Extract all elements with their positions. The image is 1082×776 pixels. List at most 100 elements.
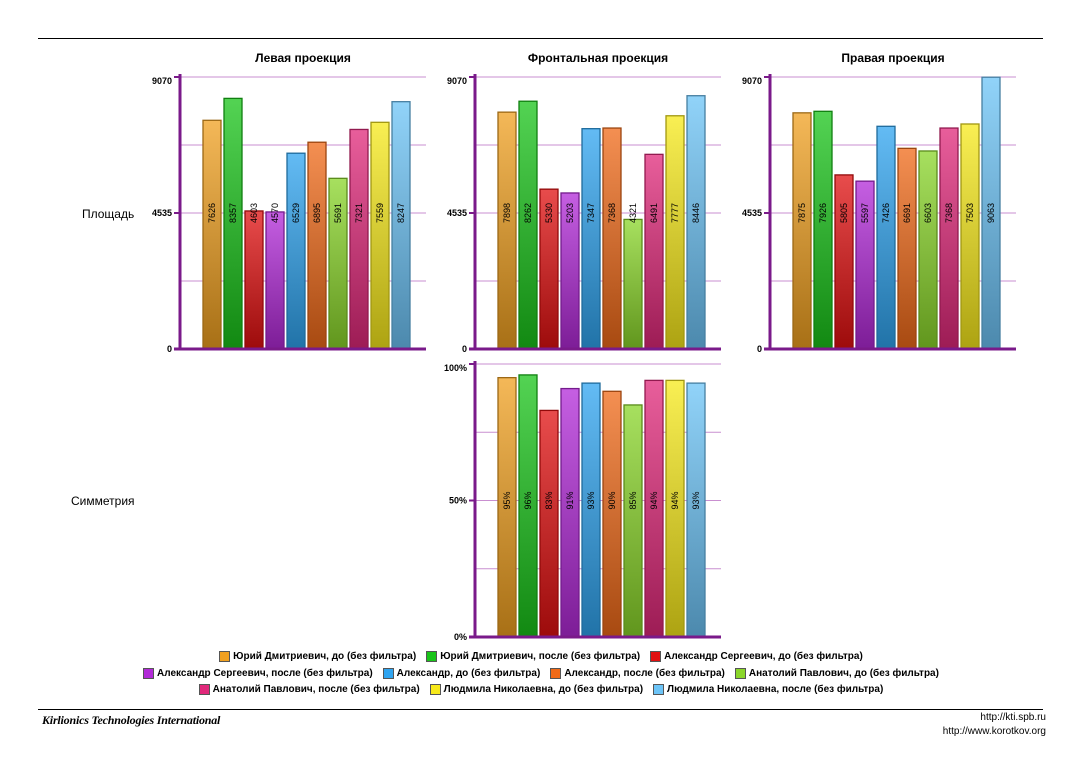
legend-label: Людмила Николаевна, после (без фильтра) <box>667 684 884 695</box>
bar <box>897 147 917 350</box>
y-tick-label: 0% <box>454 632 467 642</box>
y-tick-label: 9070 <box>742 76 762 86</box>
bar <box>349 128 369 350</box>
legend-swatch <box>734 668 746 679</box>
bar-value-label: 93% <box>691 491 701 509</box>
bar <box>960 123 980 350</box>
chart-area: Левая проекция 0 4535 9070 7626 8357 4603 4570 6… <box>152 51 1016 642</box>
bar-value-label: 5597 <box>860 203 870 223</box>
bar-value-label: 4603 <box>249 203 259 223</box>
bar-value-label: 83% <box>544 491 554 509</box>
bar <box>518 100 538 350</box>
legend-item: Александр Сергеевич, после (без фильтра) <box>143 668 373 679</box>
bar <box>834 174 854 350</box>
y-tick-label: 9070 <box>152 76 172 86</box>
legend-row: Александр Сергеевич, после (без фильтра)… <box>0 668 1082 679</box>
bar-value-label: 94% <box>649 491 659 509</box>
legend-swatch <box>653 684 665 695</box>
bar-value-label: 6691 <box>902 203 912 223</box>
row-label-area: Площадь <box>82 207 135 221</box>
legend-item: Людмила Николаевна, до (без фильтра) <box>429 684 644 695</box>
legend-swatch <box>219 651 231 662</box>
chart-title: Левая проекция <box>255 51 351 65</box>
legend-label: Александр Сергеевич, до (без фильтра) <box>664 651 863 662</box>
footer-url-kti[interactable]: http://kti.spb.ru <box>980 712 1046 723</box>
bar-value-label: 5805 <box>839 203 849 223</box>
bar-value-label: 8262 <box>523 203 533 223</box>
bar-value-label: 7426 <box>881 203 891 223</box>
bar <box>539 409 559 638</box>
legend-swatch <box>198 684 210 695</box>
y-tick-label: 0 <box>167 344 172 354</box>
row-label-symmetry: Симметрия <box>71 494 135 508</box>
legend-item: Анатолий Павлович, до (без фильтра) <box>734 668 939 679</box>
y-tick-label: 0 <box>757 344 762 354</box>
top-rule <box>38 38 1043 39</box>
bar <box>286 152 306 350</box>
bar <box>202 119 222 350</box>
y-tick-label: 4535 <box>742 208 762 218</box>
bar <box>813 110 833 350</box>
bar-value-label: 4570 <box>270 203 280 223</box>
legend-item: Анатолий Павлович, после (без фильтра) <box>198 684 420 695</box>
bar-value-label: 90% <box>607 491 617 509</box>
bar <box>244 210 264 350</box>
bar-value-label: 6603 <box>923 203 933 223</box>
bar-value-label: 9063 <box>986 203 996 223</box>
footer-rule <box>38 709 1043 710</box>
bar-value-label: 7321 <box>354 203 364 223</box>
bar-value-label: 91% <box>565 491 575 509</box>
legend-item: Юрий Дмитриевич, до (без фильтра) <box>219 651 416 662</box>
legend-label: Юрий Дмитриевич, после (без фильтра) <box>440 651 641 662</box>
bar-value-label: 8446 <box>691 203 701 223</box>
legend-swatch <box>429 684 441 695</box>
bar-value-label: 7347 <box>586 203 596 223</box>
bar-value-label: 93% <box>586 491 596 509</box>
bar-value-label: 5330 <box>544 203 554 223</box>
bar-value-label: 5691 <box>333 203 343 223</box>
chart-panel-1: Фронтальная проекция 0 4535 9070 7898 8262 533… <box>447 51 721 354</box>
chart-panel-3: 0% 50% 100% 95% 96% 83% 91% 93% 90% 85% 94% 94% 93% <box>444 361 721 642</box>
bar-value-label: 85% <box>628 491 638 509</box>
legend-row: Юрий Дмитриевич, до (без фильтра) Юрий Дм… <box>0 651 1082 662</box>
bar-value-label: 95% <box>502 491 512 509</box>
legend-swatch <box>426 651 438 662</box>
bar <box>581 128 601 350</box>
bar <box>644 153 664 350</box>
legend-label: Анатолий Павлович, до (без фильтра) <box>748 668 939 679</box>
bar <box>939 127 959 350</box>
footer-url-korotkov[interactable]: http://www.korotkov.org <box>942 726 1046 737</box>
legend-item: Александр Сергеевич, до (без фильтра) <box>650 651 863 662</box>
bar-value-label: 6491 <box>649 203 659 223</box>
chart-title: Фронтальная проекция <box>528 51 668 65</box>
legend-label: Людмила Николаевна, до (без фильтра) <box>443 684 644 695</box>
chart-panel-2: Правая проекция 0 4535 9070 7875 7926 5805 5597… <box>742 51 1016 354</box>
bar <box>918 150 938 350</box>
legend-swatch <box>650 651 662 662</box>
bar <box>602 390 622 638</box>
bar-value-label: 7875 <box>797 203 807 223</box>
bar <box>497 111 517 350</box>
bar-value-label: 7368 <box>944 203 954 223</box>
legend-row: Анатолий Павлович, после (без фильтра) Лю… <box>0 684 1082 695</box>
y-tick-label: 4535 <box>152 208 172 218</box>
bar <box>370 121 390 350</box>
bar-value-label: 4321 <box>628 203 638 223</box>
legend-item: Александр, после (без фильтра) <box>550 668 725 679</box>
bar-value-label: 96% <box>523 491 533 509</box>
brand-logo-text: Kirlionics Technologies International <box>42 713 221 727</box>
bar-value-label: 8357 <box>228 203 238 223</box>
bar-value-label: 7926 <box>818 203 828 223</box>
legend-swatch <box>382 668 394 679</box>
legend-item: Людмила Николаевна, после (без фильтра) <box>653 684 883 695</box>
chart-panel-0: Левая проекция 0 4535 9070 7626 8357 4603 4570 6… <box>152 51 426 354</box>
legend-swatch <box>143 668 155 679</box>
legend-label: Александр, после (без фильтра) <box>564 668 725 679</box>
y-tick-label: 50% <box>449 496 467 506</box>
bar-value-label: 8247 <box>396 203 406 223</box>
y-tick-label: 100% <box>444 363 467 373</box>
bar <box>265 211 285 350</box>
legend-item: Юрий Дмитриевич, после (без фильтра) <box>426 651 640 662</box>
bar-value-label: 7503 <box>965 203 975 223</box>
legend-label: Анатолий Павлович, после (без фильтра) <box>212 684 420 695</box>
